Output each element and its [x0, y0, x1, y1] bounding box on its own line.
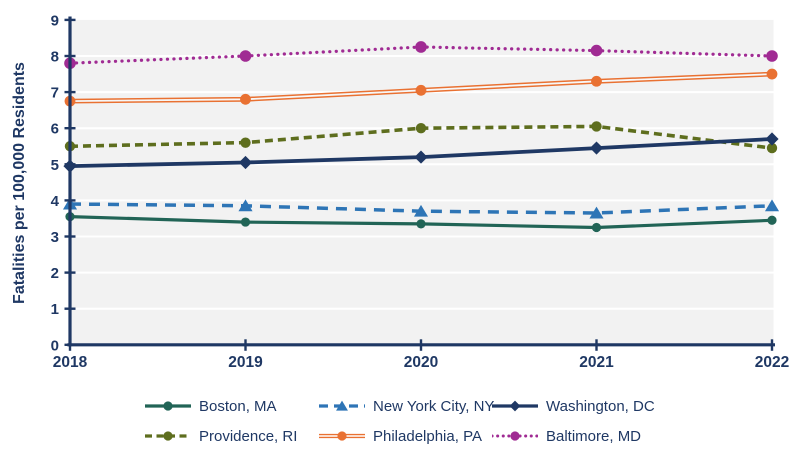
legend-swatch-washington-dc: [492, 400, 538, 412]
y-tick-label: 9: [51, 12, 59, 29]
x-tick-label: 2019: [228, 354, 263, 371]
marker-baltimore-md: [590, 44, 603, 57]
legend-item-boston-ma: Boston, MA: [145, 391, 319, 421]
marker-washington-dc: [589, 141, 604, 155]
legend-swatch-new-york-city-ny: [319, 400, 365, 411]
y-tick-label: 8: [51, 49, 59, 66]
legend-marker-boston-ma: [163, 401, 173, 411]
x-tick-label: 2021: [579, 354, 614, 371]
marker-boston-ma: [591, 222, 602, 233]
legend-swatch-providence-ri: [145, 431, 191, 441]
legend-item-baltimore-md: Baltimore, MD: [492, 421, 655, 451]
legend-label: Boston, MA: [199, 397, 277, 415]
y-tick-label: 5: [51, 157, 59, 174]
y-tick-label: 3: [51, 229, 59, 246]
legend-marker-providence-ri: [163, 431, 173, 441]
legend-marker-baltimore-md: [510, 431, 520, 441]
marker-baltimore-md: [239, 50, 252, 62]
y-tick-label: 4: [51, 193, 60, 210]
legend-swatch-boston-ma: [145, 401, 191, 411]
marker-providence-ri: [766, 142, 778, 154]
legend-label: Washington, DC: [546, 397, 655, 415]
marker-providence-ri: [415, 123, 427, 134]
legend-item-providence-ri: Providence, RI: [145, 421, 319, 451]
marker-philadelphia-pa: [591, 75, 602, 87]
marker-boston-ma: [767, 215, 777, 225]
plot-area: [70, 19, 774, 345]
legend-label: Baltimore, MD: [546, 427, 642, 445]
legend-marker-philadelphia-pa: [337, 431, 347, 441]
marker-washington-dc: [414, 150, 428, 164]
y-tick-label: 7: [51, 85, 59, 102]
legend-item-new-york-city-ny: New York City, NY: [319, 391, 495, 421]
marker-philadelphia-pa: [766, 68, 778, 80]
y-tick-label: 6: [51, 121, 59, 138]
legend-label: Providence, RI: [199, 427, 298, 445]
marker-boston-ma: [240, 217, 251, 227]
legend-swatch-baltimore-md: [492, 431, 538, 441]
marker-new-york-city-ny: [413, 204, 429, 217]
x-tick-label: 2022: [755, 354, 789, 371]
marker-boston-ma: [416, 219, 426, 229]
legend-label: Philadelphia, PA: [373, 427, 482, 445]
marker-new-york-city-ny: [589, 206, 604, 219]
y-tick-label: 2: [51, 265, 59, 282]
legend-swatch-philadelphia-pa: [319, 431, 365, 441]
x-tick-label: 2020: [404, 354, 438, 371]
y-tick-label: 0: [51, 337, 59, 354]
marker-baltimore-md: [415, 41, 427, 53]
marker-new-york-city-ny: [764, 199, 780, 212]
marker-washington-dc: [238, 155, 253, 170]
marker-baltimore-md: [766, 50, 778, 62]
x-tick-label: 2018: [53, 354, 88, 371]
marker-providence-ri: [591, 121, 602, 132]
chart-legend: Boston, MA New York City, NY Washington, D…: [145, 391, 655, 451]
legend-item-washington-dc: Washington, DC: [492, 391, 655, 421]
legend-label: New York City, NY: [373, 397, 495, 415]
legend-marker-washington-dc: [509, 400, 521, 412]
marker-philadelphia-pa: [415, 84, 427, 96]
legend-marker-new-york-city-ny: [336, 400, 348, 411]
y-tick-label: 1: [51, 301, 59, 318]
marker-new-york-city-ny: [238, 199, 253, 212]
marker-philadelphia-pa: [240, 93, 251, 105]
marker-washington-dc: [765, 132, 779, 146]
marker-providence-ri: [240, 137, 251, 148]
legend-item-philadelphia-pa: Philadelphia, PA: [319, 421, 492, 451]
